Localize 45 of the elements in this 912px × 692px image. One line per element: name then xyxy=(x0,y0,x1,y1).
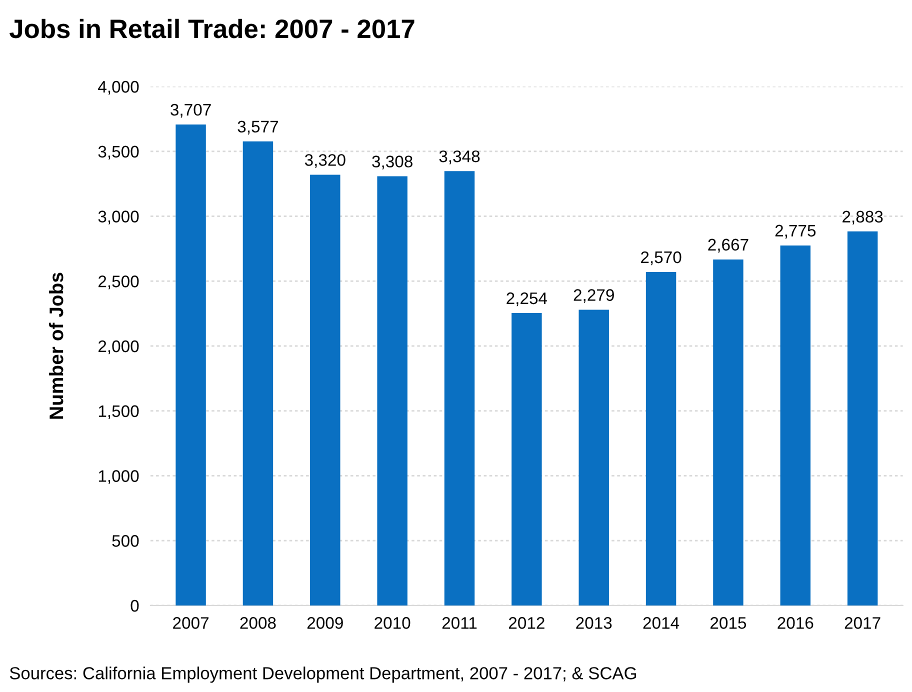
y-axis-title: Number of Jobs xyxy=(48,272,64,419)
x-tick-label: 2014 xyxy=(643,617,680,629)
y-tick-label: 500 xyxy=(112,535,139,547)
y-tick-label: 3,000 xyxy=(98,210,139,224)
bar xyxy=(847,231,878,606)
y-tick-label: 0 xyxy=(130,600,139,612)
source-note: Sources: California Employment Development Department, 2007 - 2017; & SCAG xyxy=(10,666,636,683)
bar xyxy=(780,245,811,606)
bar xyxy=(444,171,475,606)
y-tick-label: 1,500 xyxy=(98,405,139,420)
data-label: 3,308 xyxy=(372,156,412,170)
y-tick-label: 2,000 xyxy=(98,340,139,354)
data-label: 2,667 xyxy=(708,238,748,253)
bar xyxy=(578,310,609,606)
y-tick-label: 3,500 xyxy=(98,146,139,160)
data-label: 2,254 xyxy=(506,292,548,306)
x-tick-label: 2011 xyxy=(442,617,477,629)
x-tick-label: 2015 xyxy=(710,617,746,629)
bar xyxy=(310,174,340,606)
bar xyxy=(377,176,408,606)
y-tick-label: 4,000 xyxy=(98,80,139,95)
bar xyxy=(176,124,206,606)
data-label: 3,577 xyxy=(238,120,278,135)
x-tick-label: 2009 xyxy=(307,617,343,629)
x-tick-label: 2013 xyxy=(576,617,612,629)
y-tick-label: 1,000 xyxy=(98,470,139,484)
data-label: 2,883 xyxy=(842,210,883,225)
bar xyxy=(242,141,274,606)
x-tick-label: 2007 xyxy=(173,617,208,629)
chart-title: Jobs in Retail Trade: 2007 - 2017 xyxy=(10,18,414,38)
data-label: 3,348 xyxy=(439,150,480,164)
x-tick-label: 2016 xyxy=(778,617,814,629)
x-tick-label: 2008 xyxy=(240,617,276,629)
data-label: 3,320 xyxy=(304,154,346,168)
data-label: 2,775 xyxy=(775,224,816,239)
data-label: 2,279 xyxy=(574,289,614,303)
bar xyxy=(713,259,744,606)
data-label: 2,570 xyxy=(641,251,682,266)
y-tick-label: 2,500 xyxy=(98,276,139,290)
x-tick-label: 2017 xyxy=(844,617,880,629)
bar xyxy=(512,313,542,606)
x-tick-label: 2010 xyxy=(374,617,410,629)
data-label: 3,707 xyxy=(170,104,211,118)
x-tick-label: 2012 xyxy=(508,617,544,629)
bar xyxy=(646,272,676,606)
